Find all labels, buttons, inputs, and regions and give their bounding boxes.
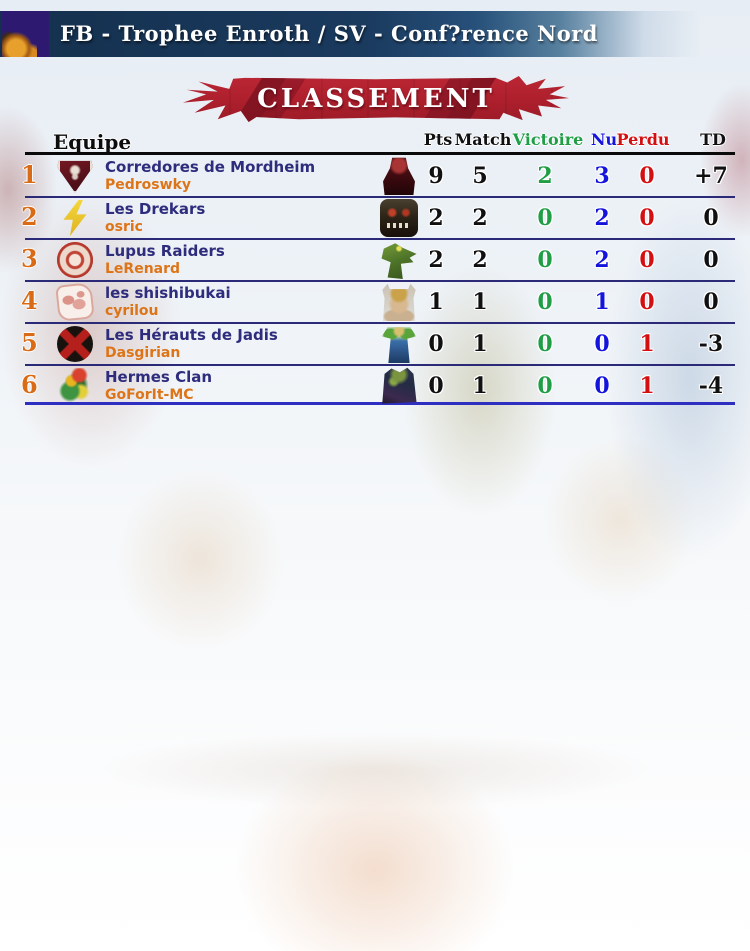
wins-value: 2 <box>537 163 553 189</box>
draws-value: 2 <box>594 205 610 231</box>
col-header-nul: Nul <box>590 130 624 149</box>
losses-value: 0 <box>639 163 655 189</box>
table-row: 1 Corredores de Mordheim Pedroswky 9 5 2… <box>21 156 735 198</box>
coach-name-link[interactable]: cyrilou <box>105 303 159 319</box>
table-row: 6 Hermes Clan GoForIt-MC 0 1 0 0 1 -4 <box>21 366 735 405</box>
table-row: 5 Les Hérauts de Jadis Dasgirian 0 1 0 0… <box>21 324 735 366</box>
td-value: 0 <box>703 289 719 315</box>
orc-race-icon <box>380 199 418 237</box>
losses-value: 1 <box>639 373 655 399</box>
table-header-row: Equipe Pts Match Victoire Nul Perdu TD <box>25 130 735 156</box>
matches-value: 1 <box>472 331 488 357</box>
black-disc-logo[interactable] <box>57 326 93 362</box>
header-divider <box>25 152 735 155</box>
col-header-equipe: Equipe <box>53 130 132 154</box>
team-cell: Les Hérauts de Jadis Dasgirian <box>105 326 278 362</box>
td-value: 0 <box>703 247 719 273</box>
league-logo <box>2 11 49 57</box>
rank-number: 1 <box>21 160 38 189</box>
draws-value: 0 <box>594 373 610 399</box>
undead-shield-logo[interactable] <box>57 160 93 193</box>
red-ring-logo[interactable] <box>57 242 93 278</box>
matches-value: 1 <box>472 289 488 315</box>
rank-number: 2 <box>21 202 38 231</box>
col-header-td: TD <box>700 130 726 149</box>
coach-name-link[interactable]: LeRenard <box>105 261 181 277</box>
wins-value: 0 <box>537 373 553 399</box>
points-value: 0 <box>428 373 444 399</box>
team-cell: Hermes Clan GoForIt-MC <box>105 368 212 404</box>
team-cell: Les Drekars osric <box>105 200 205 236</box>
team-name-link[interactable]: Les Hérauts de Jadis <box>105 326 278 344</box>
points-value: 9 <box>428 163 444 189</box>
col-header-perdu: Perdu <box>616 130 670 149</box>
lizard-race-icon <box>381 243 417 279</box>
wins-value: 0 <box>537 247 553 273</box>
matches-value: 2 <box>472 247 488 273</box>
team-name-link[interactable]: Lupus Raiders <box>105 242 225 260</box>
losses-value: 0 <box>639 205 655 231</box>
draws-value: 1 <box>594 289 610 315</box>
rank-number: 3 <box>21 244 38 273</box>
team-cell: Lupus Raiders LeRenard <box>105 242 225 278</box>
standings-table: Equipe Pts Match Victoire Nul Perdu TD 1… <box>21 130 735 405</box>
coach-name-link[interactable]: osric <box>105 219 143 235</box>
pink-sketch-logo[interactable] <box>55 282 95 322</box>
league-header-bar: FB - Trophee Enroth / SV - Conf?rence No… <box>0 11 700 57</box>
standings-rows: 1 Corredores de Mordheim Pedroswky 9 5 2… <box>21 156 735 405</box>
banner-title: CLASSEMENT <box>257 84 495 114</box>
td-value: -4 <box>698 373 724 399</box>
dwarf-race-icon <box>382 283 416 321</box>
draws-value: 0 <box>594 331 610 357</box>
matches-value: 5 <box>472 163 488 189</box>
td-value: 0 <box>703 205 719 231</box>
col-header-match: Match <box>454 130 512 149</box>
draws-value: 2 <box>594 247 610 273</box>
coach-name-link[interactable]: Pedroswky <box>105 177 192 193</box>
table-row: 4 les shishibukai cyrilou 1 1 0 1 0 0 <box>21 282 735 324</box>
rank-number: 6 <box>21 370 38 399</box>
losses-value: 0 <box>639 289 655 315</box>
td-value: -3 <box>698 331 724 357</box>
table-row: 3 Lupus Raiders LeRenard 2 2 0 2 0 0 <box>21 240 735 282</box>
wins-value: 0 <box>537 289 553 315</box>
wins-value: 0 <box>537 205 553 231</box>
table-row: 2 Les Drekars osric 2 2 0 2 0 0 <box>21 198 735 240</box>
col-header-pts: Pts <box>423 130 453 149</box>
points-value: 0 <box>428 331 444 357</box>
points-value: 2 <box>428 205 444 231</box>
elf-race-icon <box>381 327 417 363</box>
league-title: FB - Trophee Enroth / SV - Conf?rence No… <box>60 21 598 46</box>
points-value: 2 <box>428 247 444 273</box>
rank-number: 5 <box>21 328 38 357</box>
col-header-victoire: Victoire <box>512 130 584 149</box>
points-value: 1 <box>428 289 444 315</box>
team-name-link[interactable]: Hermes Clan <box>105 368 213 386</box>
classement-banner: CLASSEMENT <box>183 76 569 122</box>
team-name-link[interactable]: Les Drekars <box>105 200 206 218</box>
undead-race-icon <box>383 157 415 195</box>
lightning-logo[interactable] <box>63 200 87 236</box>
matches-value: 1 <box>472 373 488 399</box>
underworld-race-icon <box>382 367 417 404</box>
coach-name-link[interactable]: Dasgirian <box>105 345 181 361</box>
draws-value: 3 <box>594 163 610 189</box>
td-value: +7 <box>694 163 728 189</box>
matches-value: 2 <box>472 205 488 231</box>
rank-number: 4 <box>21 286 38 315</box>
losses-value: 1 <box>639 331 655 357</box>
parrot-logo[interactable] <box>57 368 93 404</box>
team-cell: les shishibukai cyrilou <box>105 284 231 320</box>
coach-name-link[interactable]: GoForIt-MC <box>105 387 194 403</box>
wins-value: 0 <box>537 331 553 357</box>
team-name-link[interactable]: les shishibukai <box>105 284 231 302</box>
team-cell: Corredores de Mordheim Pedroswky <box>105 158 315 194</box>
team-name-link[interactable]: Corredores de Mordheim <box>105 158 316 176</box>
losses-value: 0 <box>639 247 655 273</box>
